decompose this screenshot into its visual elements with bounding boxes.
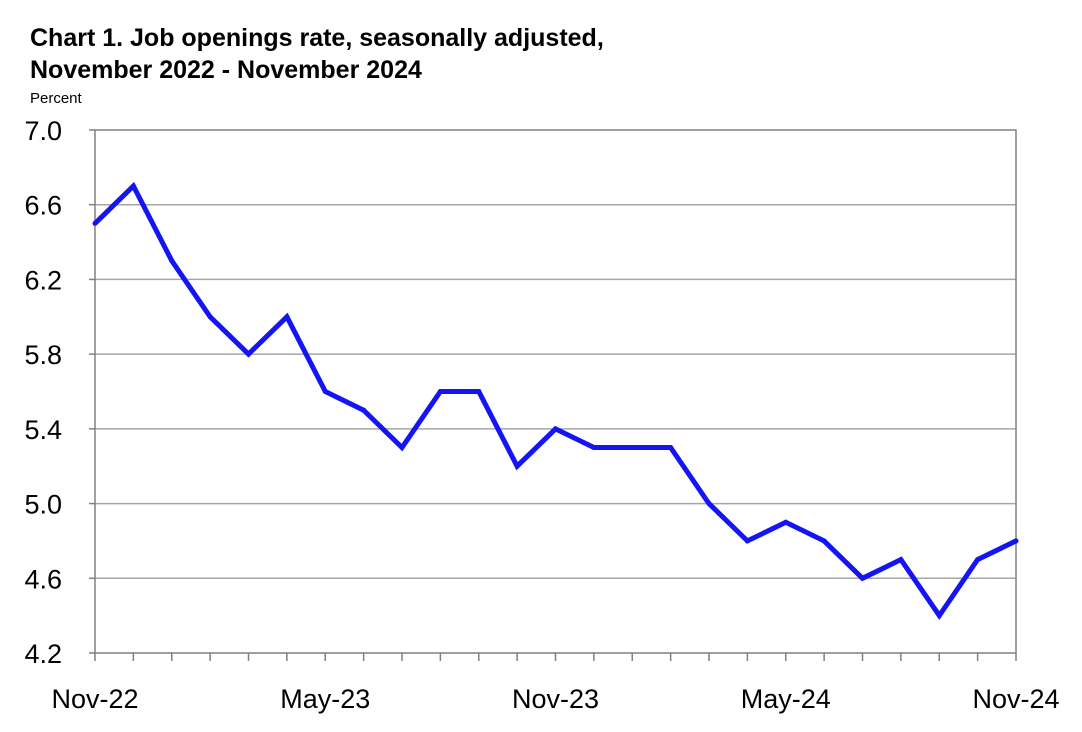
y-tick-label: 5.8 (24, 340, 62, 370)
y-tick-label: 5.4 (24, 415, 62, 445)
data-point (169, 258, 175, 264)
x-tick-label: May-24 (741, 684, 831, 714)
data-point (706, 501, 712, 507)
data-point (860, 575, 865, 581)
y-tick-label: 5.0 (24, 490, 62, 520)
data-point (130, 183, 136, 189)
data-point (246, 351, 251, 357)
data-point (783, 519, 789, 525)
chart-title: Chart 1. Job openings rate, seasonally a… (30, 22, 604, 86)
x-tick-label: Nov-22 (51, 684, 138, 714)
data-point (437, 389, 443, 394)
data-point (553, 426, 558, 432)
chart-title-line-2: November 2022 - November 2024 (30, 56, 422, 84)
data-point (936, 613, 942, 619)
y-tick-label: 7.0 (24, 116, 62, 146)
data-point (898, 557, 904, 563)
data-point (591, 445, 597, 451)
data-point (975, 557, 981, 563)
chart-title-line-1: Chart 1. Job openings rate, seasonally a… (30, 24, 604, 52)
y-axis-label: Percent (30, 90, 82, 107)
x-tick-label: Nov-23 (512, 684, 599, 714)
data-point (399, 445, 405, 451)
y-tick-label: 4.2 (24, 639, 62, 669)
data-point (668, 445, 674, 451)
y-tick-label: 4.6 (24, 564, 62, 594)
data-point (629, 445, 635, 451)
plot-area-frame (94, 129, 1017, 654)
y-tick-label: 6.2 (24, 265, 62, 295)
x-tick-label: May-23 (280, 684, 370, 714)
data-point (1013, 538, 1019, 544)
data-point (476, 389, 482, 394)
data-point (514, 463, 520, 469)
x-tick-label: Nov-24 (972, 684, 1059, 714)
data-point (361, 407, 367, 413)
data-point (821, 538, 827, 544)
data-point (207, 314, 213, 320)
y-tick-label: 6.6 (24, 191, 62, 221)
series-line (93, 181, 1018, 621)
data-point (744, 538, 750, 544)
data-point (92, 220, 98, 226)
data-point (284, 314, 290, 320)
data-point (322, 389, 328, 394)
